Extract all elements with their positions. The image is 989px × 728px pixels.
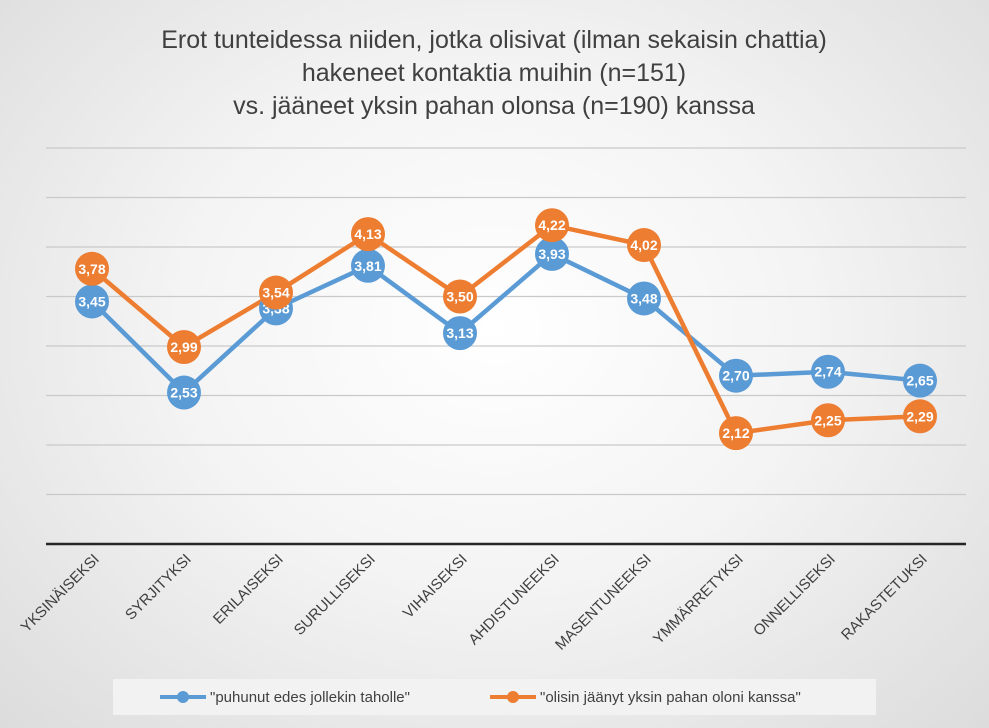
data-label: 4,13	[354, 226, 381, 242]
category-label: YMMÄRRETYKSI	[650, 551, 747, 648]
chart-title-line-3: vs. jääneet yksin pahan olonsa (n=190) k…	[233, 92, 755, 120]
data-point	[443, 279, 477, 314]
category-label: SYRJITYKSI	[122, 551, 195, 624]
data-label: 3,13	[446, 325, 473, 341]
data-point	[811, 354, 845, 389]
data-point	[351, 217, 385, 252]
data-point	[627, 228, 661, 263]
data-label: 2,70	[722, 368, 749, 384]
chart-title-line-2: hakeneet kontaktia muihin (n=151)	[302, 59, 686, 87]
data-point	[259, 275, 293, 310]
data-label: 2,74	[814, 364, 841, 380]
series-layer: 3,452,533,383,813,133,933,482,702,742,65…	[75, 208, 937, 451]
legend-label-series-2: "olisin jäänyt yksin pahan oloni kanssa"	[540, 689, 801, 706]
data-point	[719, 358, 753, 393]
data-point	[811, 403, 845, 438]
data-label: 4,22	[538, 217, 565, 233]
series-line-1	[90, 251, 921, 395]
data-point	[351, 248, 385, 283]
data-label: 3,81	[354, 258, 381, 274]
data-label: 2,99	[170, 339, 197, 355]
data-label: 3,93	[538, 246, 565, 262]
data-label: 2,12	[722, 425, 749, 441]
category-label: VIHAISEKSI	[400, 551, 471, 622]
data-label: 2,29	[906, 408, 933, 424]
category-label: RAKASTETUKSI	[838, 551, 931, 644]
data-point	[627, 281, 661, 316]
category-labels: YKSINÄISEKSI SYRJITYKSI ERILAISEKSI SURULLI…	[18, 551, 931, 654]
data-point	[535, 236, 569, 271]
data-label: 2,65	[906, 373, 933, 389]
data-label: 2,25	[814, 412, 841, 428]
data-label: 3,54	[262, 285, 289, 301]
data-label: 4,02	[630, 237, 657, 253]
data-point	[903, 399, 937, 434]
legend-label-series-1: "puhunut edes jollekin taholle"	[210, 689, 410, 706]
category-label: YKSINÄISEKSI	[18, 551, 103, 636]
data-point	[75, 284, 109, 319]
category-label: ERILAISEKSI	[210, 551, 287, 628]
category-label: MASENTUNEEKSI	[552, 551, 655, 654]
data-label: 3,50	[446, 289, 473, 305]
legend-marker-series-1	[177, 691, 189, 703]
category-label: AHDISTUNEEKSI	[465, 551, 562, 648]
data-label: 2,53	[170, 385, 197, 401]
data-point	[443, 316, 477, 351]
chart-title-line-1: Erot tunteidessa niiden, jotka olisivat …	[161, 26, 827, 54]
data-point	[167, 375, 201, 410]
data-label: 3,78	[78, 261, 105, 277]
data-point	[535, 208, 569, 243]
data-point	[75, 251, 109, 286]
legend: "puhunut edes jollekin taholle" "olisin …	[113, 679, 876, 715]
legend-marker-series-2	[507, 691, 519, 703]
data-label: 3,48	[630, 290, 657, 306]
category-label: ONNELLISEKSI	[750, 551, 839, 640]
data-point	[167, 329, 201, 364]
category-label: SURULLISEKSI	[291, 551, 379, 639]
data-label: 3,45	[78, 293, 105, 309]
series-line-2	[90, 222, 921, 436]
data-point	[903, 363, 937, 398]
data-point	[719, 416, 753, 451]
